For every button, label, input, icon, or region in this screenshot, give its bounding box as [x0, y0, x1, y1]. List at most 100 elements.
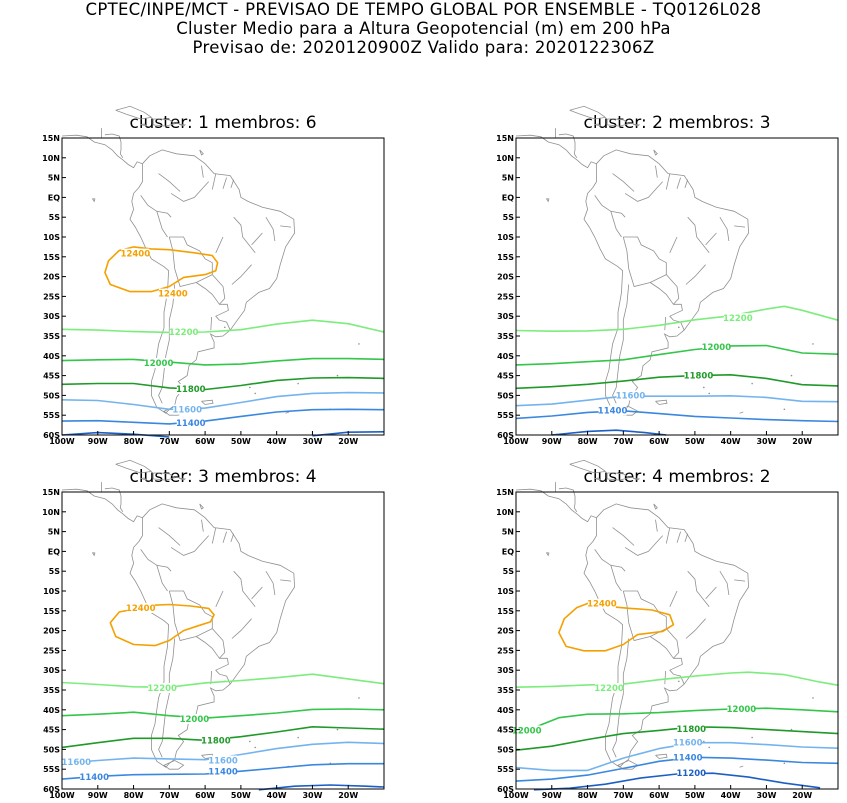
lat-tick-label: EQ — [48, 547, 60, 556]
coastline — [612, 284, 630, 404]
coastline — [655, 399, 668, 405]
lon-tick-label: 30W — [302, 437, 322, 446]
contour-line — [515, 726, 839, 751]
lat-tick-label: 5S — [49, 213, 61, 222]
coastline — [612, 527, 635, 546]
coastline — [515, 134, 597, 169]
lat-tick-label: 5S — [503, 213, 515, 222]
lat-tick-label: 30S — [497, 666, 514, 675]
coastline — [115, 459, 153, 474]
coastline — [649, 282, 680, 305]
lat-tick-label: 10N — [42, 154, 60, 163]
coastline — [684, 533, 689, 543]
coastline — [92, 552, 96, 557]
island — [783, 762, 786, 765]
contour-12200: 12200 — [515, 305, 839, 332]
coastline — [546, 552, 550, 557]
lon-tick-label: 60W — [195, 791, 215, 800]
lon-tick-label: 80W — [578, 437, 598, 446]
contour-label-bg — [673, 752, 702, 763]
contour-line — [61, 357, 385, 366]
lat-tick-label: 25S — [43, 292, 60, 301]
contour-11600: 11600 — [515, 390, 839, 407]
island — [790, 374, 793, 377]
lat-tick-label: 35S — [497, 686, 514, 695]
coastline — [612, 638, 630, 758]
contour-label-bg — [209, 755, 237, 766]
coastline — [156, 565, 168, 592]
island — [677, 326, 680, 329]
contour-label-bg — [148, 683, 177, 694]
coastline — [285, 411, 290, 414]
contour-line — [515, 305, 839, 332]
lat-tick-label: 45S — [43, 726, 60, 735]
lon-tick-label: 40W — [267, 437, 287, 446]
coastline — [606, 118, 630, 127]
contour-label: 12400 — [587, 600, 617, 610]
lat-tick-label: 10N — [42, 508, 60, 517]
lon-tick-label: 100W — [503, 791, 529, 800]
coastline — [140, 477, 148, 481]
coastline — [719, 570, 730, 596]
lat-tick-label: 25S — [43, 646, 60, 655]
island — [790, 728, 793, 731]
coastline — [594, 123, 602, 127]
lat-tick-label: 15S — [43, 253, 60, 262]
lat-tick-label: 45S — [497, 372, 514, 381]
lat-tick-label: 35S — [43, 686, 60, 695]
lon-tick-label: 80W — [124, 437, 144, 446]
coastline — [231, 264, 252, 285]
contour-label-bg — [173, 404, 202, 415]
coastline — [170, 181, 209, 202]
contour-label: 11400 — [598, 406, 628, 416]
coastline — [61, 488, 143, 523]
coastline — [739, 765, 744, 768]
lat-tick-label: 10S — [497, 587, 514, 596]
island — [223, 326, 226, 329]
coastline — [610, 565, 622, 592]
lon-tick-label: 100W — [49, 437, 75, 446]
coastline — [653, 503, 658, 510]
lat-tick-label: 15N — [42, 134, 60, 143]
contour-line — [515, 395, 839, 407]
coastline — [569, 105, 607, 120]
island — [336, 374, 339, 377]
contour-label-bg — [176, 384, 205, 395]
coastlines — [515, 459, 814, 770]
contour-label-bg — [121, 248, 150, 259]
panel-1-title: cluster: 1 membros: 6 — [129, 113, 317, 133]
panel-4-title: cluster: 4 membros: 2 — [583, 467, 771, 487]
coastline — [594, 549, 626, 572]
coastline — [623, 590, 667, 641]
lon-tick-label: 90W — [542, 791, 562, 800]
contour-label: 12000 — [512, 726, 542, 736]
lon-tick-label: 60W — [649, 791, 669, 800]
lat-tick-label: 30S — [497, 312, 514, 321]
coastline — [210, 316, 212, 331]
contour-line — [515, 707, 839, 734]
lat-tick-label: 50S — [43, 391, 60, 400]
contour-label: 12000 — [702, 343, 732, 353]
contour-label: 12200 — [169, 328, 199, 338]
coastline — [676, 531, 681, 543]
coastline — [92, 198, 96, 203]
contour-12000: 12000 — [515, 342, 839, 366]
lat-tick-label: 60S — [43, 785, 60, 794]
coastline — [687, 216, 710, 254]
coastline — [265, 216, 276, 242]
lat-tick-label: 10N — [496, 508, 514, 517]
lat-tick-label: 45S — [43, 372, 60, 381]
coastline — [280, 225, 292, 228]
coastline — [61, 134, 143, 169]
lon-tick-label: 20W — [338, 791, 358, 800]
lat-tick-label: 50S — [497, 391, 514, 400]
coastlines — [61, 105, 360, 416]
contour-label: 12000 — [180, 715, 210, 725]
coastline — [170, 535, 209, 556]
contour-line — [515, 671, 839, 688]
contour-11600: 11600 11600 — [62, 741, 385, 768]
lat-tick-label: 5S — [503, 567, 515, 576]
contour-label-bg — [673, 737, 702, 748]
coastline — [211, 173, 217, 190]
coastline — [558, 487, 578, 513]
